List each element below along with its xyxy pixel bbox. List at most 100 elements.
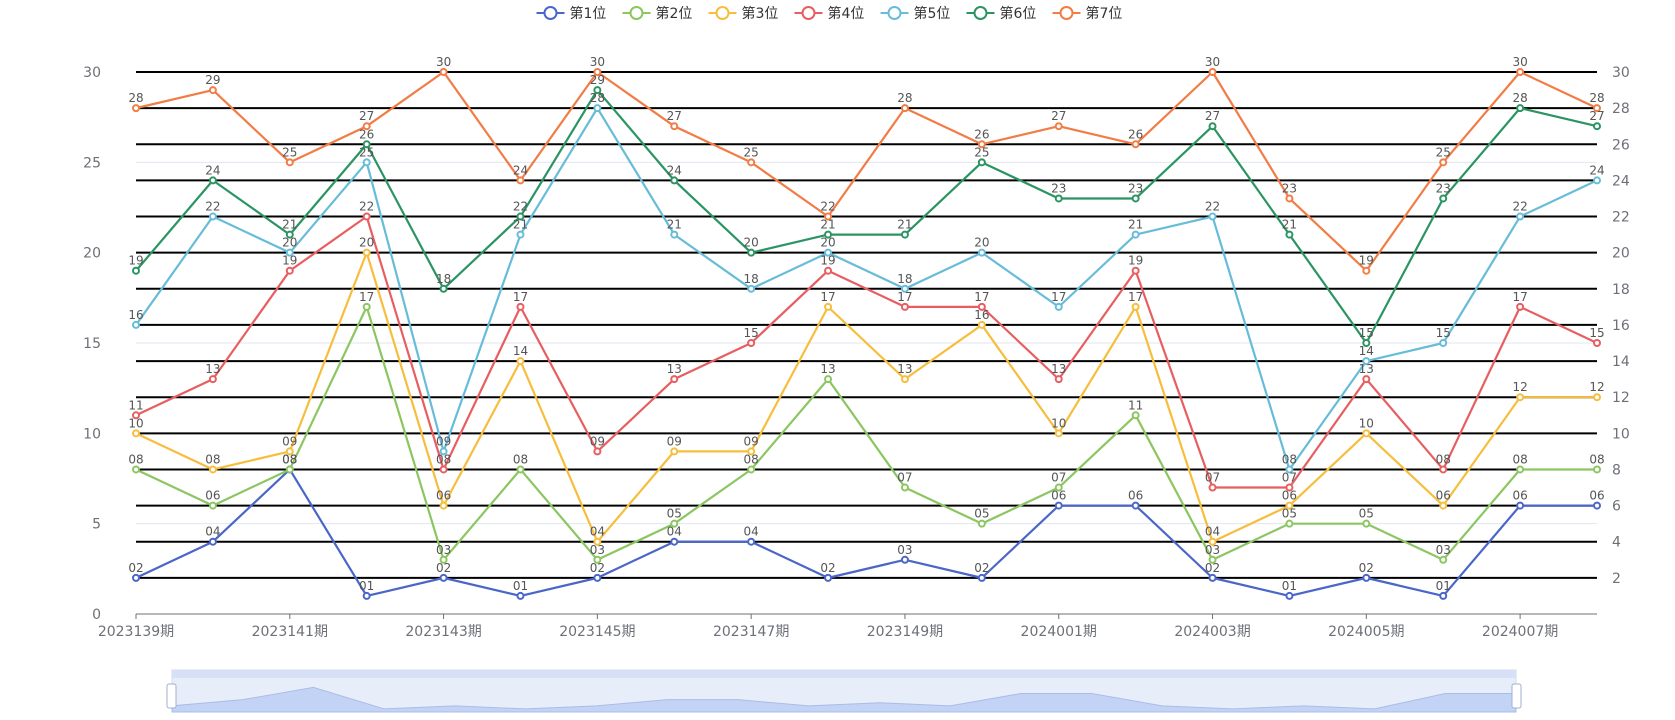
- data-point[interactable]: [1131, 501, 1140, 510]
- zoom-right-handle[interactable]: [1511, 683, 1522, 709]
- data-point[interactable]: [1362, 429, 1371, 438]
- data-point[interactable]: [1593, 393, 1601, 402]
- data-point[interactable]: [670, 230, 679, 239]
- data-point[interactable]: [208, 501, 217, 510]
- data-point[interactable]: [824, 573, 833, 582]
- data-point[interactable]: [516, 302, 525, 311]
- data-point[interactable]: [1054, 483, 1063, 492]
- data-point[interactable]: [208, 375, 217, 384]
- data-point[interactable]: [1593, 465, 1601, 474]
- data-point[interactable]: [362, 212, 371, 221]
- data-point[interactable]: [593, 104, 602, 113]
- data-point[interactable]: [285, 465, 294, 474]
- data-point[interactable]: [1054, 122, 1063, 131]
- data-point[interactable]: [824, 302, 833, 311]
- data-point[interactable]: [132, 104, 140, 113]
- data-point[interactable]: [1208, 555, 1217, 564]
- data-point[interactable]: [1131, 266, 1140, 275]
- data-point[interactable]: [670, 375, 679, 384]
- data-point[interactable]: [824, 248, 833, 257]
- data-point[interactable]: [977, 573, 986, 582]
- legend-item[interactable]: 第7位: [1052, 5, 1123, 22]
- data-point[interactable]: [362, 140, 371, 149]
- data-zoom-slider[interactable]: [166, 669, 1522, 713]
- data-point[interactable]: [132, 320, 140, 329]
- data-point[interactable]: [208, 537, 217, 546]
- data-point[interactable]: [516, 176, 525, 185]
- data-point[interactable]: [1054, 501, 1063, 510]
- data-point[interactable]: [977, 158, 986, 167]
- data-point[interactable]: [1362, 519, 1371, 528]
- data-point[interactable]: [1362, 266, 1371, 275]
- data-point[interactable]: [1516, 212, 1525, 221]
- data-point[interactable]: [1593, 122, 1601, 131]
- data-point[interactable]: [362, 302, 371, 311]
- data-point[interactable]: [439, 555, 448, 564]
- data-point[interactable]: [747, 465, 756, 474]
- data-point[interactable]: [747, 158, 756, 167]
- legend-item[interactable]: 第1位: [536, 5, 607, 22]
- legend-item[interactable]: 第5位: [880, 5, 951, 22]
- data-point[interactable]: [1516, 393, 1525, 402]
- data-point[interactable]: [1285, 465, 1294, 474]
- data-point[interactable]: [208, 86, 217, 95]
- data-point[interactable]: [132, 429, 140, 438]
- data-point[interactable]: [824, 375, 833, 384]
- data-point[interactable]: [439, 465, 448, 474]
- data-point[interactable]: [1439, 591, 1448, 600]
- data-point[interactable]: [670, 447, 679, 456]
- legend-item[interactable]: 第3位: [708, 5, 779, 22]
- data-point[interactable]: [132, 465, 140, 474]
- data-point[interactable]: [977, 519, 986, 528]
- data-point[interactable]: [1593, 339, 1601, 347]
- data-point[interactable]: [1208, 537, 1217, 546]
- data-point[interactable]: [439, 501, 448, 510]
- data-point[interactable]: [1208, 212, 1217, 221]
- data-point[interactable]: [747, 284, 756, 293]
- data-point[interactable]: [824, 266, 833, 275]
- zoom-move-handle[interactable]: [172, 670, 1516, 678]
- data-point[interactable]: [593, 573, 602, 582]
- data-point[interactable]: [1054, 429, 1063, 438]
- data-point[interactable]: [824, 212, 833, 221]
- data-point[interactable]: [900, 555, 909, 564]
- data-point[interactable]: [362, 248, 371, 257]
- data-point[interactable]: [1439, 194, 1448, 203]
- data-point[interactable]: [1439, 339, 1448, 347]
- data-point[interactable]: [132, 266, 140, 275]
- data-point[interactable]: [593, 555, 602, 564]
- data-point[interactable]: [1054, 302, 1063, 311]
- data-point[interactable]: [1285, 501, 1294, 510]
- data-point[interactable]: [1439, 465, 1448, 474]
- data-point[interactable]: [900, 284, 909, 293]
- data-point[interactable]: [208, 465, 217, 474]
- data-point[interactable]: [977, 248, 986, 257]
- data-point[interactable]: [1439, 501, 1448, 510]
- data-point[interactable]: [747, 537, 756, 546]
- data-point[interactable]: [439, 68, 448, 76]
- data-point[interactable]: [670, 519, 679, 528]
- data-point[interactable]: [516, 357, 525, 366]
- data-point[interactable]: [900, 302, 909, 311]
- data-point[interactable]: [439, 573, 448, 582]
- data-point[interactable]: [1131, 140, 1140, 149]
- data-point[interactable]: [285, 230, 294, 239]
- data-point[interactable]: [1362, 573, 1371, 582]
- data-point[interactable]: [1131, 194, 1140, 203]
- data-point[interactable]: [1208, 483, 1217, 492]
- data-point[interactable]: [1208, 68, 1217, 76]
- data-point[interactable]: [132, 411, 140, 420]
- data-point[interactable]: [285, 447, 294, 456]
- data-point[interactable]: [285, 248, 294, 257]
- data-point[interactable]: [670, 537, 679, 546]
- zoom-left-handle[interactable]: [166, 683, 177, 709]
- data-point[interactable]: [1362, 375, 1371, 384]
- data-point[interactable]: [900, 104, 909, 113]
- data-point[interactable]: [977, 140, 986, 149]
- data-point[interactable]: [208, 176, 217, 185]
- data-point[interactable]: [362, 158, 371, 167]
- data-point[interactable]: [1285, 230, 1294, 239]
- data-point[interactable]: [824, 230, 833, 239]
- data-point[interactable]: [1439, 158, 1448, 167]
- data-point[interactable]: [1593, 176, 1601, 185]
